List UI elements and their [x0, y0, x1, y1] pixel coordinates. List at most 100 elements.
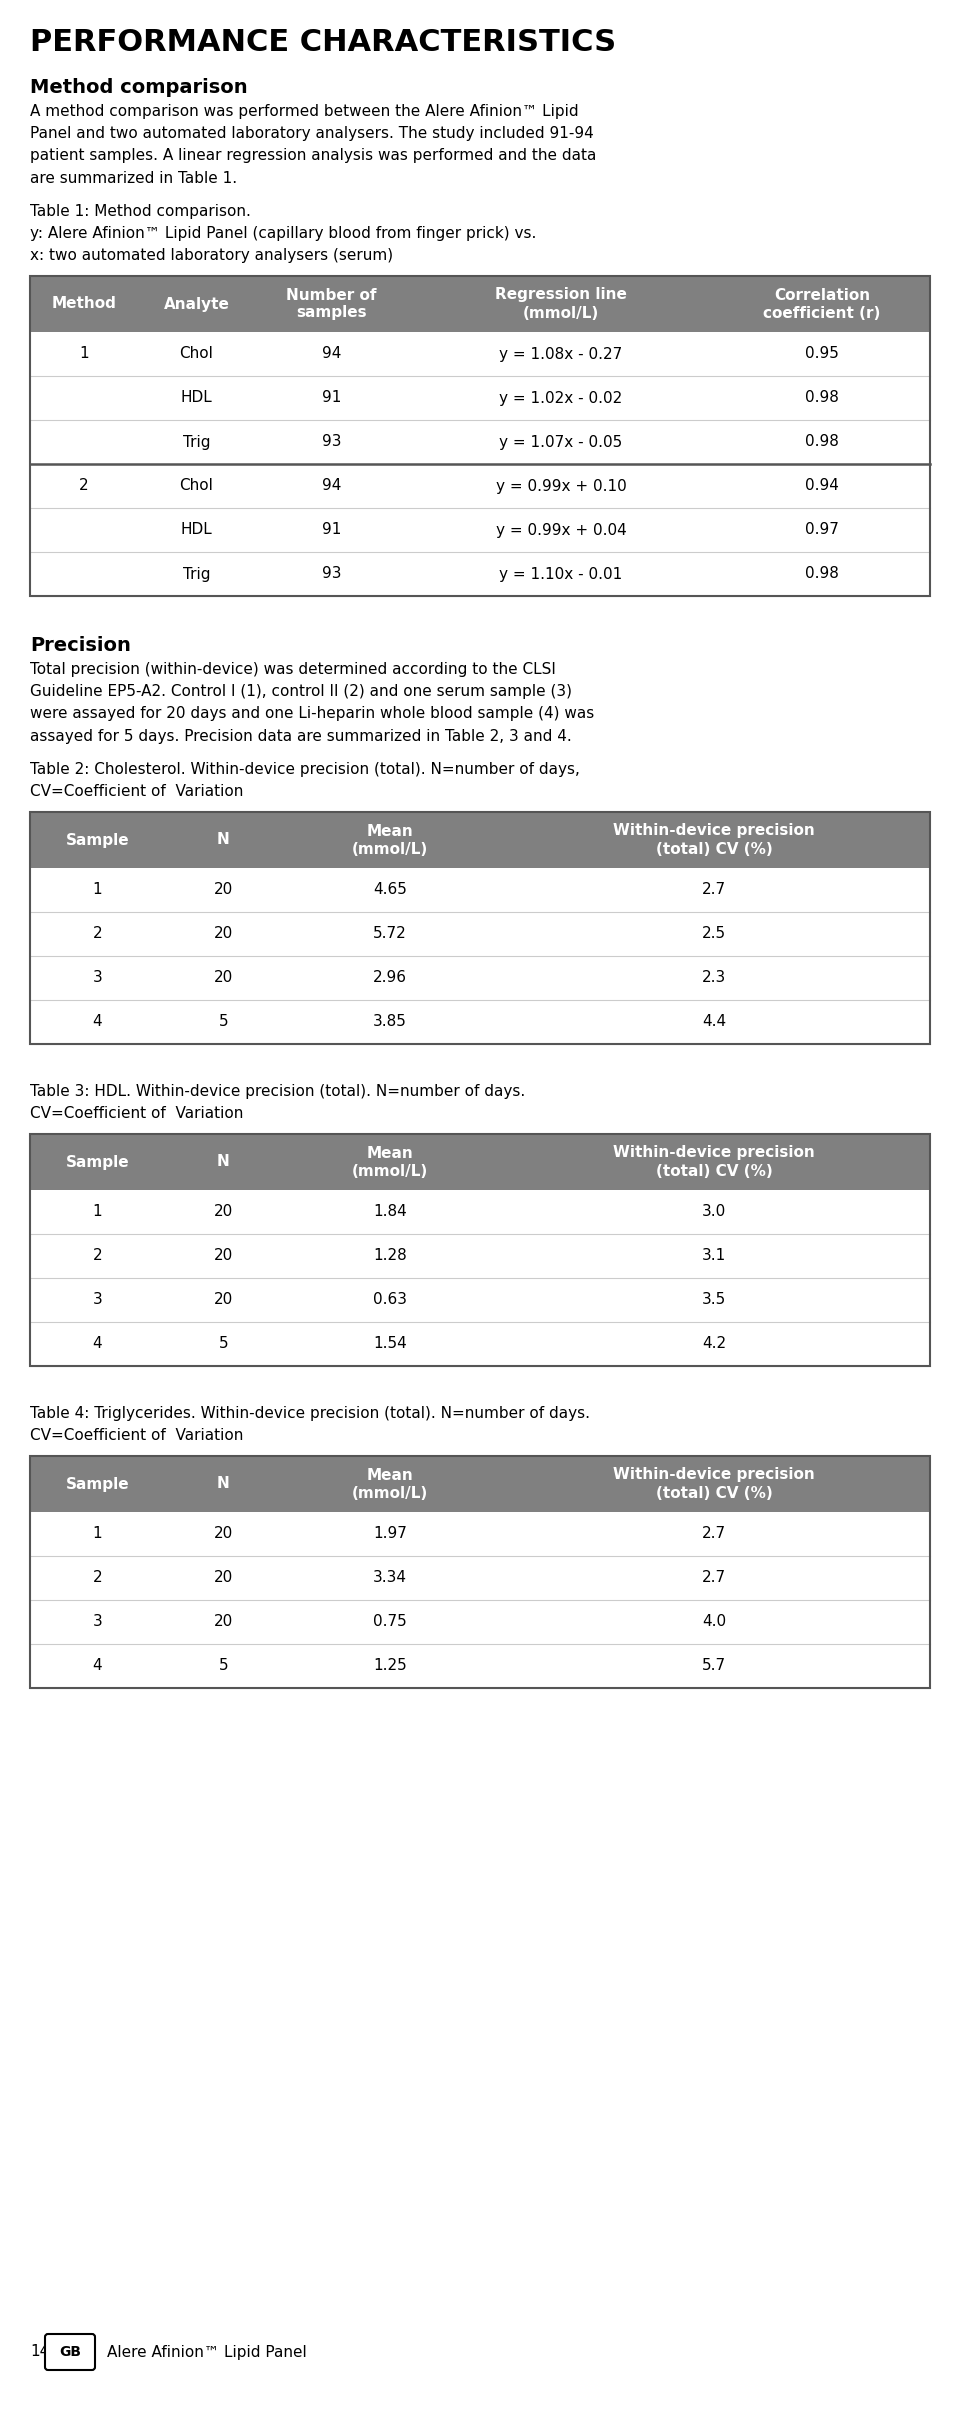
Bar: [30, 552, 930, 596]
Text: 1.97: 1.97: [373, 1527, 407, 1541]
Text: GB: GB: [59, 2344, 81, 2359]
Text: 3.1: 3.1: [702, 1249, 726, 1264]
Bar: [30, 376, 930, 420]
Text: y = 1.07x - 0.05: y = 1.07x - 0.05: [499, 434, 623, 449]
Text: Regression line
(mmol/L): Regression line (mmol/L): [495, 287, 627, 321]
Text: 5.72: 5.72: [373, 926, 407, 941]
Text: Trig: Trig: [182, 434, 210, 449]
Text: N: N: [217, 1155, 229, 1170]
Bar: [30, 1556, 930, 1599]
Text: 0.98: 0.98: [805, 391, 839, 405]
Text: 20: 20: [214, 1614, 233, 1631]
Text: PERFORMANCE CHARACTERISTICS: PERFORMANCE CHARACTERISTICS: [30, 29, 616, 58]
Bar: [30, 1134, 930, 1189]
Text: 0.94: 0.94: [805, 478, 839, 494]
Text: Mean
(mmol/L): Mean (mmol/L): [352, 1466, 428, 1500]
Text: 4.4: 4.4: [702, 1015, 726, 1030]
Text: x: two automated laboratory analysers (serum): x: two automated laboratory analysers (s…: [30, 248, 394, 263]
Text: 3: 3: [92, 970, 103, 987]
Bar: [30, 509, 930, 552]
Text: 20: 20: [214, 1249, 233, 1264]
Text: 1: 1: [93, 1204, 103, 1220]
Text: Table 1: Method comparison.: Table 1: Method comparison.: [30, 205, 251, 219]
Text: Analyte: Analyte: [163, 297, 229, 311]
Text: 3: 3: [92, 1293, 103, 1307]
Text: 20: 20: [214, 1293, 233, 1307]
Text: 91: 91: [322, 523, 341, 538]
Text: 1.84: 1.84: [373, 1204, 407, 1220]
Text: 0.97: 0.97: [805, 523, 839, 538]
Text: y = 1.02x - 0.02: y = 1.02x - 0.02: [499, 391, 623, 405]
Text: y: Alere Afinion™ Lipid Panel (capillary blood from finger prick) vs.: y: Alere Afinion™ Lipid Panel (capillary…: [30, 227, 537, 241]
Text: Within-device precision
(total) CV (%): Within-device precision (total) CV (%): [613, 822, 815, 856]
FancyBboxPatch shape: [45, 2335, 95, 2371]
Text: HDL: HDL: [180, 391, 212, 405]
Text: 2.3: 2.3: [702, 970, 726, 987]
Text: 2.96: 2.96: [373, 970, 407, 987]
Text: 3.5: 3.5: [702, 1293, 726, 1307]
Text: 1.25: 1.25: [373, 1659, 407, 1674]
Text: 20: 20: [214, 1204, 233, 1220]
Text: Within-device precision
(total) CV (%): Within-device precision (total) CV (%): [613, 1146, 815, 1179]
Text: 5: 5: [219, 1336, 228, 1351]
Bar: [30, 275, 930, 333]
Text: Chol: Chol: [180, 347, 213, 362]
Text: Precision: Precision: [30, 637, 131, 656]
Bar: [30, 420, 930, 463]
Text: Method comparison: Method comparison: [30, 77, 248, 96]
Text: 3.34: 3.34: [373, 1570, 407, 1585]
Text: 3.85: 3.85: [373, 1015, 407, 1030]
Text: 0.63: 0.63: [373, 1293, 407, 1307]
Text: 94: 94: [322, 347, 341, 362]
Text: 0.98: 0.98: [805, 434, 839, 449]
Bar: [30, 1512, 930, 1556]
Text: y = 0.99x + 0.04: y = 0.99x + 0.04: [495, 523, 626, 538]
Bar: [30, 333, 930, 376]
Text: 20: 20: [214, 970, 233, 987]
Text: Sample: Sample: [65, 1155, 130, 1170]
Bar: [30, 1457, 930, 1688]
Text: 5: 5: [219, 1659, 228, 1674]
Text: 94: 94: [322, 478, 341, 494]
Text: 2.7: 2.7: [702, 1527, 726, 1541]
Text: 20: 20: [214, 883, 233, 897]
Bar: [30, 868, 930, 912]
Text: 93: 93: [322, 567, 341, 581]
Bar: [30, 275, 930, 596]
Text: 5: 5: [219, 1015, 228, 1030]
Bar: [30, 1001, 930, 1044]
Text: A method comparison was performed between the Alere Afinion™ Lipid
Panel and two: A method comparison was performed betwee…: [30, 104, 596, 186]
Bar: [30, 1457, 930, 1512]
Text: 2: 2: [93, 926, 103, 941]
Text: 1.54: 1.54: [373, 1336, 407, 1351]
Text: 0.95: 0.95: [805, 347, 839, 362]
Text: 20: 20: [214, 926, 233, 941]
Text: Table 4: Triglycerides. Within-device precision (total). N=number of days.
CV=Co: Table 4: Triglycerides. Within-device pr…: [30, 1406, 590, 1442]
Bar: [30, 1134, 930, 1365]
Text: 1.28: 1.28: [373, 1249, 407, 1264]
Text: 0.98: 0.98: [805, 567, 839, 581]
Text: 1: 1: [93, 1527, 103, 1541]
Text: 14: 14: [30, 2344, 49, 2359]
Text: Total precision (within-device) was determined according to the CLSI
Guideline E: Total precision (within-device) was dete…: [30, 661, 594, 743]
Bar: [30, 813, 930, 1044]
Text: 0.75: 0.75: [373, 1614, 407, 1631]
Text: Mean
(mmol/L): Mean (mmol/L): [352, 822, 428, 856]
Text: 4: 4: [93, 1336, 103, 1351]
Bar: [30, 1235, 930, 1278]
Text: 4: 4: [93, 1659, 103, 1674]
Text: 3: 3: [92, 1614, 103, 1631]
Text: 4.2: 4.2: [702, 1336, 726, 1351]
Text: y = 0.99x + 0.10: y = 0.99x + 0.10: [495, 478, 626, 494]
Text: 2.5: 2.5: [702, 926, 726, 941]
Bar: [30, 1322, 930, 1365]
Text: 20: 20: [214, 1570, 233, 1585]
Text: Alere Afinion™ Lipid Panel: Alere Afinion™ Lipid Panel: [107, 2344, 307, 2359]
Text: Mean
(mmol/L): Mean (mmol/L): [352, 1146, 428, 1179]
Text: Number of
samples: Number of samples: [286, 287, 376, 321]
Bar: [30, 912, 930, 955]
Bar: [30, 955, 930, 1001]
Text: Table 3: HDL. Within-device precision (total). N=number of days.
CV=Coefficient : Table 3: HDL. Within-device precision (t…: [30, 1083, 525, 1122]
Text: N: N: [217, 1476, 229, 1491]
Text: Table 2: Cholesterol. Within-device precision (total). N=number of days,
CV=Coef: Table 2: Cholesterol. Within-device prec…: [30, 762, 580, 798]
